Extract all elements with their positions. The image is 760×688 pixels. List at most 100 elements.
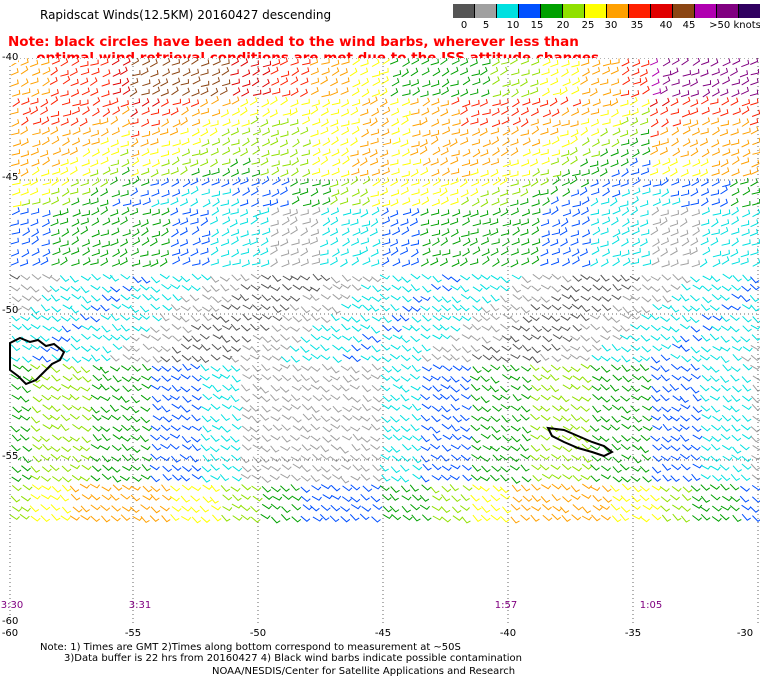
wind-barb	[101, 286, 112, 293]
wind-barb	[739, 70, 749, 78]
wind-barb	[542, 504, 552, 511]
wind-barb	[360, 343, 371, 350]
wind-barb	[580, 126, 589, 136]
wind-barb	[571, 60, 580, 68]
wind-barb	[622, 257, 631, 267]
wind-barb	[692, 394, 702, 402]
wind-barb	[611, 108, 619, 118]
wind-barb	[81, 494, 92, 500]
wind-barb	[351, 325, 362, 332]
wind-barb	[490, 313, 500, 321]
wind-barb	[51, 434, 62, 441]
wind-barb	[542, 514, 553, 522]
wind-barb	[751, 395, 760, 403]
wind-barb	[211, 343, 222, 351]
wind-barb	[400, 464, 410, 472]
wind-barb	[191, 414, 201, 422]
wind-barb	[550, 157, 559, 165]
wind-barb	[432, 275, 442, 283]
wind-barb	[592, 59, 601, 68]
wind-barb	[640, 219, 649, 227]
wind-barb	[580, 335, 590, 342]
wind-barb	[242, 137, 250, 147]
wind-barb	[100, 58, 109, 66]
wind-barb	[502, 80, 511, 87]
wind-barb	[331, 167, 340, 176]
wind-barb	[112, 69, 121, 77]
wind-barb	[451, 344, 461, 352]
wind-barb	[711, 78, 720, 88]
wind-barb	[531, 483, 541, 491]
wind-barb	[590, 108, 600, 115]
wind-barb	[330, 216, 339, 226]
wind-barb	[341, 178, 350, 187]
wind-barb	[639, 465, 650, 473]
wind-barb	[551, 355, 562, 362]
wind-barb	[212, 385, 222, 393]
wind-barb	[402, 197, 411, 205]
wind-barb	[401, 226, 410, 236]
wind-barb	[599, 168, 608, 177]
wind-barb	[591, 344, 602, 352]
wind-barb	[600, 355, 611, 362]
footer-credit: NOAA/NESDIS/Center for Satellite Applica…	[212, 666, 516, 677]
wind-barb	[292, 416, 302, 423]
wind-barb	[350, 504, 362, 510]
wind-barb	[390, 304, 400, 312]
wind-barb	[51, 336, 62, 342]
wind-barb	[90, 456, 101, 462]
wind-barb	[60, 454, 71, 460]
wind-barb	[102, 69, 111, 78]
wind-barb	[350, 150, 359, 157]
wind-barb	[700, 495, 711, 503]
wind-barb	[582, 260, 591, 268]
wind-barb	[90, 77, 98, 86]
wind-barb	[212, 393, 223, 400]
wind-barb	[310, 376, 320, 384]
wind-barb	[562, 336, 573, 343]
wind-barb	[511, 68, 520, 76]
wind-barb	[330, 444, 341, 451]
wind-barb	[711, 148, 720, 156]
wind-barb	[150, 506, 161, 514]
wind-barb	[460, 106, 468, 115]
wind-barb	[362, 333, 372, 340]
wind-barb	[600, 365, 611, 373]
wind-barb	[542, 208, 551, 216]
wind-barb	[620, 158, 629, 167]
wind-barb	[162, 68, 171, 77]
wind-barb	[630, 385, 641, 393]
wind-barb	[131, 58, 140, 66]
wind-barb	[312, 179, 321, 187]
wind-barb	[452, 209, 461, 217]
wind-barb	[731, 415, 741, 422]
wind-barb	[201, 59, 210, 67]
wind-barb	[420, 455, 430, 463]
wind-barb	[130, 446, 141, 453]
wind-barb	[40, 106, 49, 115]
wind-barb	[30, 323, 41, 330]
wind-barb	[632, 456, 642, 464]
wind-barb	[350, 137, 358, 147]
wind-barb	[722, 495, 733, 502]
wind-barb	[121, 207, 130, 216]
wind-barb	[641, 296, 652, 303]
wind-barb	[660, 177, 669, 186]
wind-barb	[92, 107, 100, 117]
wind-barb	[420, 208, 429, 216]
wind-barb	[221, 67, 230, 76]
wind-barb	[150, 276, 161, 284]
wind-barb	[452, 237, 461, 245]
wind-barb	[650, 356, 661, 364]
wind-barb	[492, 335, 503, 342]
wind-barb	[320, 484, 332, 490]
wind-barb	[490, 66, 499, 75]
wind-barb	[500, 247, 509, 256]
wind-barb	[440, 100, 449, 107]
wind-barb	[271, 325, 282, 333]
wind-barb	[522, 137, 531, 146]
wind-barb	[711, 160, 721, 168]
wind-barb	[700, 346, 711, 353]
wind-barb	[250, 60, 260, 67]
wind-barb	[460, 257, 468, 267]
